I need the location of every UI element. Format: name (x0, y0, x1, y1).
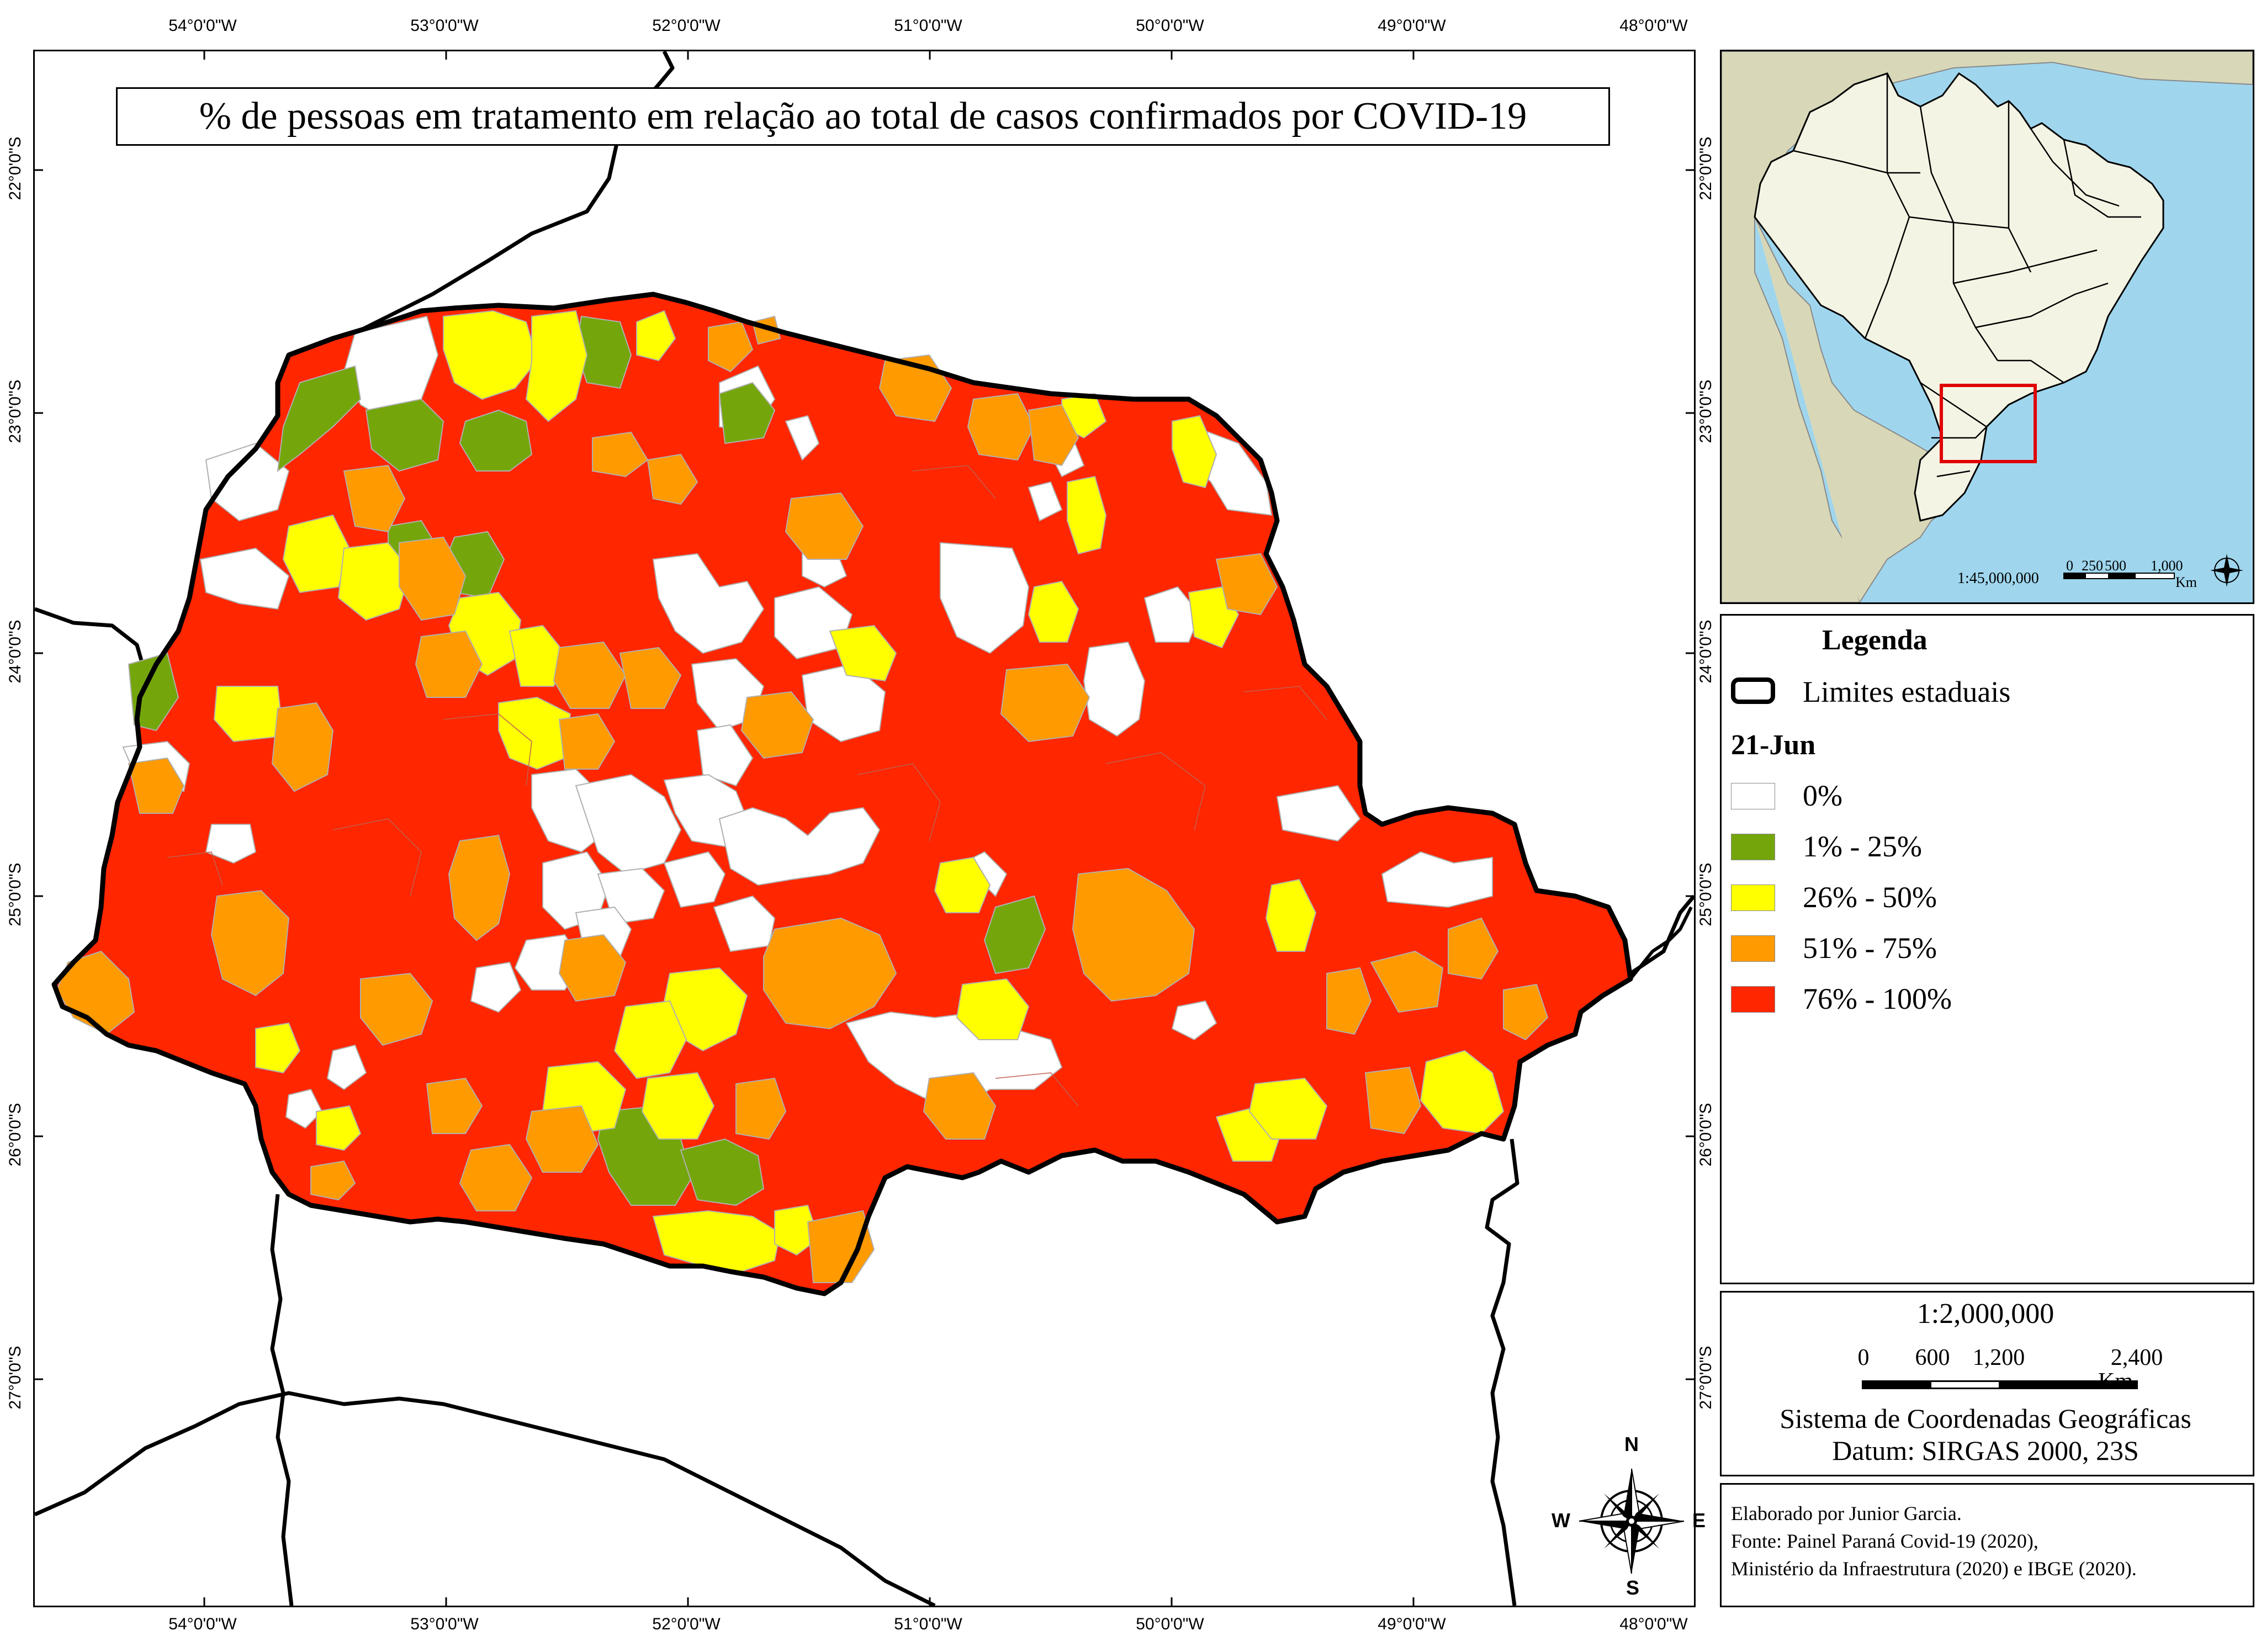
scale-tick-1: 600 (1915, 1345, 1950, 1370)
compass-east-label: E (1692, 1509, 1706, 1532)
legend-date: 21-Jun (1731, 729, 1816, 761)
coord-top-50w: 50°0'0"W (1136, 17, 1204, 35)
inset-scale-tick-3: 1,000 (2151, 558, 2183, 574)
legend-label-4: 76% - 100% (1803, 982, 1952, 1015)
coord-bottom-54w: 54°0'0"W (168, 1615, 237, 1633)
inset-scale-tick-0: 0 (2066, 558, 2073, 574)
parana-outline (51, 292, 1633, 1296)
coord-top-51w: 51°0'0"W (894, 17, 962, 35)
inset-scale-ratio: 1:45,000,000 (1957, 570, 2039, 587)
coord-left-26s: 26°0'0"S (6, 1103, 24, 1167)
inset-map[interactable] (1720, 50, 2254, 604)
coord-bottom-53w: 53°0'0"W (410, 1615, 479, 1633)
scale-bar (1862, 1380, 2138, 1389)
coord-left-27s: 27°0'0"S (6, 1346, 24, 1410)
credit-source-2: Ministério da Infraestrutura (2020) e IB… (1731, 1558, 2137, 1580)
legend-swatch-4 (1731, 986, 1775, 1013)
main-map-canvas (35, 51, 1694, 1606)
compass-rose-icon: N S E W (1540, 1433, 1723, 1607)
coord-top-54w: 54°0'0"W (168, 17, 237, 35)
legend-state-limits-label: Limites estaduais (1803, 675, 2011, 708)
inset-scale-tick-1: 250 (2082, 558, 2103, 574)
scale-tick-0: 0 (1857, 1345, 1870, 1370)
coord-left-25s: 25°0'0"S (6, 862, 24, 926)
parana-state (54, 294, 1630, 1294)
coord-right-25s: 25°0'0"S (1697, 862, 1715, 926)
coord-right-24s: 24°0'0"S (1697, 620, 1715, 684)
coord-top-49w: 49°0'0"W (1378, 17, 1446, 35)
coord-bottom-50w: 50°0'0"W (1136, 1615, 1204, 1633)
coord-bottom-51w: 51°0'0"W (894, 1615, 962, 1633)
legend-swatch-1 (1731, 834, 1775, 860)
inset-scale-tick-2: 500 (2105, 558, 2126, 574)
coord-top-53w: 53°0'0"W (410, 17, 479, 35)
legend-title: Legenda (1822, 624, 1928, 656)
legend-panel (1720, 614, 2254, 1284)
inset-compass (2210, 554, 2243, 587)
coord-left-23s: 23°0'0"S (6, 379, 24, 443)
coord-right-26s: 26°0'0"S (1697, 1103, 1715, 1167)
scale-unit: Km (2098, 1369, 2133, 1394)
municipalities (56, 310, 1549, 1283)
inset-brazil (1754, 72, 2164, 522)
coord-top-52w: 52°0'0"W (652, 17, 721, 35)
legend-label-2: 26% - 50% (1803, 881, 1937, 914)
main-map[interactable] (33, 50, 1696, 1607)
inset-parana-highlight (1940, 384, 2037, 463)
compass-south-label: S (1626, 1576, 1640, 1599)
credit-author: Elaborado por Junior Garcia. (1731, 1502, 1962, 1524)
coord-bottom-49w: 49°0'0"W (1378, 1615, 1446, 1633)
credit-source-1: Fonte: Painel Paraná Covid-19 (2020), (1731, 1530, 2038, 1552)
inset-scale-bar (2063, 573, 2175, 579)
legend-state-limits-swatch (1731, 677, 1775, 704)
scale-ratio: 1:2,000,000 (1916, 1298, 2055, 1330)
coord-right-27s: 27°0'0"S (1697, 1346, 1715, 1410)
compass-north-label: N (1624, 1433, 1639, 1455)
coord-left-24s: 24°0'0"S (6, 620, 24, 684)
legend-label-0: 0% (1803, 779, 1842, 812)
credits-panel (1720, 1483, 2254, 1607)
neighbour-state-limits (35, 51, 1694, 1606)
inset-map-canvas (1722, 51, 2253, 602)
legend-swatch-0 (1731, 783, 1775, 809)
coord-top-48w: 48°0'0"W (1619, 17, 1688, 35)
legend-label-3: 51% - 75% (1803, 931, 1937, 965)
inset-scale-unit: Km (2175, 574, 2197, 590)
coord-bottom-48w: 48°0'0"W (1619, 1615, 1688, 1633)
scale-tick-3: 2,400 (2110, 1345, 2163, 1370)
legend-swatch-3 (1731, 935, 1775, 962)
legend-swatch-2 (1731, 885, 1775, 911)
coord-left-22s: 22°0'0"S (6, 136, 24, 200)
scale-panel (1720, 1291, 2254, 1476)
coordinate-system-label: Sistema de Coordenadas Geográficas (1780, 1403, 2191, 1434)
scale-tick-2: 1,200 (1972, 1345, 2025, 1370)
coord-right-22s: 22°0'0"S (1697, 136, 1715, 200)
map-title: % de pessoas em tratamento em relação ao… (116, 87, 1610, 146)
datum-label: Datum: SIRGAS 2000, 23S (1832, 1435, 2139, 1466)
coord-right-23s: 23°0'0"S (1697, 379, 1715, 443)
compass-west-label: W (1552, 1509, 1570, 1532)
coord-bottom-52w: 52°0'0"W (652, 1615, 721, 1633)
legend-label-1: 1% - 25% (1803, 830, 1922, 863)
